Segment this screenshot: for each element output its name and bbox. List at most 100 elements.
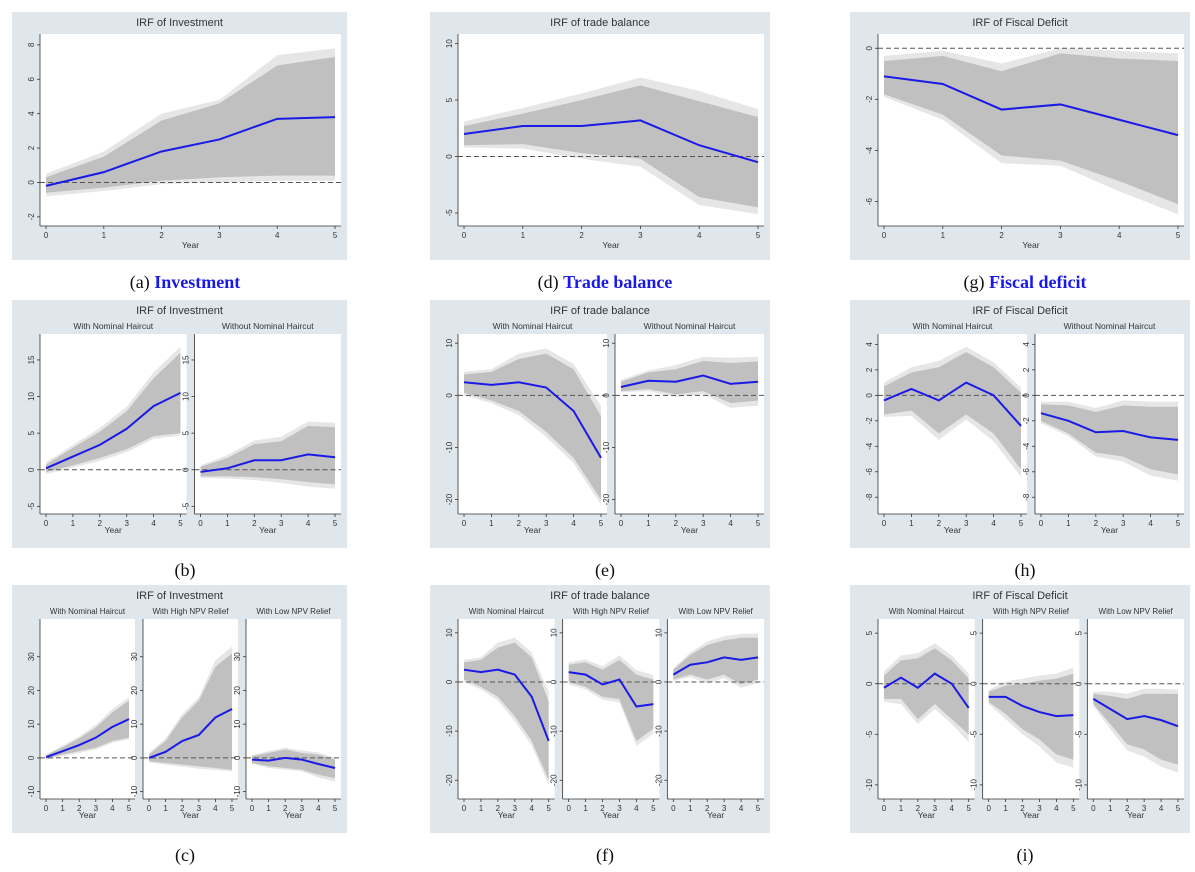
y-tick-label: 5 — [1074, 630, 1083, 635]
figure-7: IRF of trade balance With Nominal Haircut… — [430, 585, 770, 833]
y-tick-label: -10 — [602, 441, 611, 453]
x-tick-label: 1 — [479, 804, 484, 813]
x-tick-label: 1 — [71, 519, 76, 528]
x-tick-label: 3 — [933, 804, 938, 813]
figure-5: IRF of Fiscal Deficit With Nominal Haircu… — [850, 300, 1190, 548]
x-tick-label: 4 — [316, 804, 321, 813]
x-tick-label: 2 — [180, 804, 185, 813]
confidence-band-68 — [673, 637, 758, 685]
x-tick-label: 0 — [882, 519, 887, 528]
irf-line — [672, 656, 759, 676]
panel-1: Without Nominal Haircut -20 -10 0 10 0 1 2 3 4 5 Ye… — [602, 321, 764, 535]
y-tick-label: 4 — [1022, 342, 1031, 347]
irf-line — [883, 75, 1179, 137]
panel-0: With Nominal Haircut -8 -6 -4 -2 0 2 4 0 1 2 3 4 5 Yea… — [865, 321, 1027, 535]
y-tick-label: 0 — [27, 180, 36, 185]
y-tick-label: 0 — [865, 681, 874, 686]
y-tick-label: 5 — [27, 430, 36, 435]
irf-line — [200, 453, 336, 473]
irf-line — [251, 756, 336, 769]
caption-d: (d) Trade balance — [537, 272, 673, 292]
confidence-band-90 — [46, 346, 181, 475]
y-tick-label: 0 — [445, 679, 454, 684]
panel-subtitle: Without Nominal Haircut — [222, 321, 314, 331]
irf-line — [568, 671, 654, 708]
y-tick-label: -6 — [865, 468, 874, 476]
x-tick-label: 4 — [1148, 519, 1153, 528]
x-tick-label: 2 — [916, 804, 921, 813]
x-tick-label: 2 — [937, 519, 942, 528]
y-tick-label: 15 — [27, 355, 36, 364]
y-tick-label: -2 — [27, 213, 36, 221]
y-tick-label: 10 — [654, 628, 663, 637]
confidence-band-68 — [884, 352, 1021, 470]
caption-f: (f) — [596, 845, 614, 865]
x-tick-label: 0 — [462, 804, 467, 813]
y-tick-label: -5 — [27, 502, 36, 510]
caption-e: (e) — [595, 560, 615, 580]
x-axis-label: Year — [524, 525, 541, 535]
y-tick-label: -4 — [865, 146, 874, 154]
confidence-band-68 — [46, 56, 335, 193]
x-tick-label: 4 — [306, 519, 311, 528]
y-tick-label: -6 — [865, 197, 874, 205]
x-tick-label: 2 — [283, 804, 288, 813]
x-tick-label: 2 — [517, 519, 522, 528]
x-tick-label: 1 — [583, 804, 588, 813]
x-axis-label: Year — [681, 525, 698, 535]
x-tick-label: 3 — [279, 519, 284, 528]
x-tick-label: 0 — [882, 231, 887, 240]
confidence-band-68 — [884, 648, 969, 735]
y-tick-label: -10 — [445, 725, 454, 737]
y-tick-label: -6 — [1022, 468, 1031, 476]
y-tick-label: -2 — [865, 417, 874, 425]
panel-0: -2 0 2 4 6 8 0 1 2 3 4 5 Year — [27, 34, 341, 250]
panel-subtitle: With Nominal Haircut — [913, 321, 993, 331]
x-tick-label: 5 — [230, 804, 235, 813]
y-tick-label: -5 — [865, 730, 874, 738]
x-tick-label: 5 — [333, 519, 338, 528]
x-tick-label: 0 — [44, 804, 49, 813]
confidence-band-68 — [568, 659, 654, 741]
y-tick-label: 10 — [602, 338, 611, 347]
caption-c: (c) — [175, 845, 195, 865]
y-tick-label: -10 — [970, 779, 979, 791]
y-tick-label: 0 — [654, 679, 663, 684]
confidence-band-68 — [252, 749, 335, 779]
y-tick-label: 10 — [27, 392, 36, 401]
irf-line — [463, 381, 602, 459]
irf-line — [988, 695, 1074, 718]
irf-line — [1092, 698, 1179, 728]
x-tick-label: 1 — [941, 231, 946, 240]
x-tick-label: 5 — [333, 231, 338, 240]
x-tick-label: 0 — [986, 804, 991, 813]
irf-line — [883, 381, 1022, 427]
y-tick-label: 10 — [445, 39, 454, 48]
x-tick-label: 4 — [110, 804, 115, 813]
panel-1: Without Nominal Haircut -8 -6 -4 -2 0 2 4 0 1 2 3 4 5… — [1022, 321, 1184, 535]
y-tick-label: -5 — [1074, 730, 1083, 738]
x-tick-label: 1 — [1066, 519, 1071, 528]
figure-title: IRF of trade balance — [550, 17, 650, 29]
y-tick-label: 0 — [445, 154, 454, 159]
panel-subtitle: With High NPV Relief — [573, 607, 650, 616]
x-tick-label: 3 — [124, 519, 129, 528]
x-tick-label: 0 — [882, 804, 887, 813]
panel-subtitle: With Nominal Haircut — [73, 321, 153, 331]
x-tick-label: 5 — [1019, 519, 1024, 528]
x-axis-label: Year — [182, 240, 199, 250]
x-tick-label: 5 — [127, 804, 132, 813]
x-tick-label: 2 — [999, 231, 1004, 240]
y-tick-label: 20 — [130, 685, 139, 694]
x-tick-label: 5 — [1176, 519, 1181, 528]
y-tick-label: 2 — [27, 145, 36, 150]
x-axis-label: Year — [498, 810, 515, 820]
x-tick-label: 1 — [521, 231, 526, 240]
x-tick-label: 2 — [1094, 519, 1099, 528]
x-axis-label: Year — [105, 525, 122, 535]
y-tick-label: -20 — [550, 774, 559, 786]
y-tick-label: 5 — [865, 630, 874, 635]
confidence-band-68 — [46, 352, 181, 472]
x-tick-label: 4 — [571, 519, 576, 528]
